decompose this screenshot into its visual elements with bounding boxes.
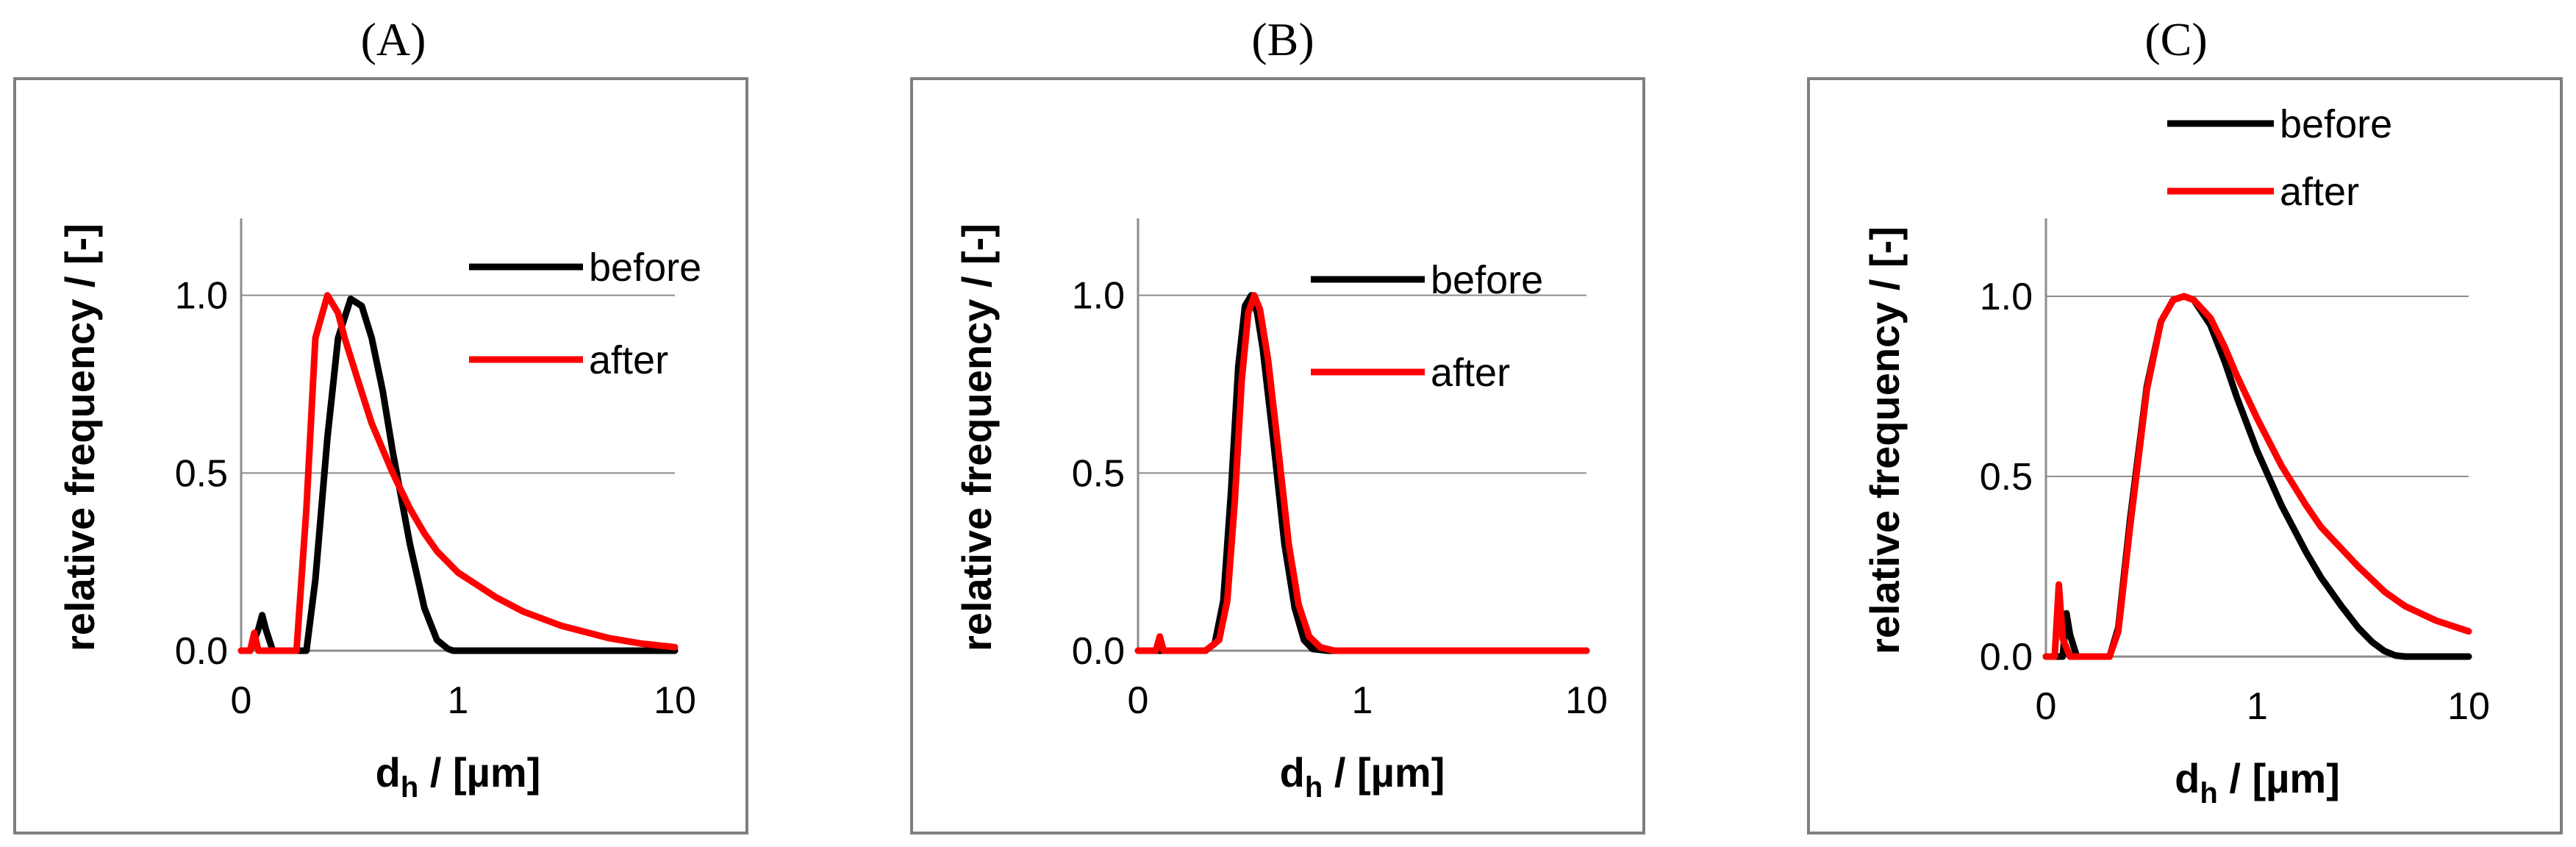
y-tick-label: 0.0 [1980, 636, 2033, 679]
x-axis-title: dh / [µm] [1280, 749, 1445, 804]
x-tick-label: 0 [2036, 685, 2057, 728]
chart-frame-a [13, 77, 748, 835]
y-tick-label: 0.5 [175, 452, 228, 495]
series-line-after [1134, 292, 1590, 654]
legend-label-after: after [2280, 170, 2359, 214]
x-axis-title: dh / [µm] [2175, 755, 2340, 810]
y-tick-label: 0.5 [1072, 452, 1125, 495]
y-tick-label: 1.0 [175, 275, 228, 318]
y-tick-label: 0.0 [175, 630, 228, 673]
y-tick-label: 1.0 [1072, 275, 1125, 318]
x-tick-label: 10 [654, 679, 696, 722]
x-tick-label: 0 [231, 679, 252, 722]
y-tick-label: 0.0 [1072, 630, 1125, 673]
chart-a: 0.0 0.5 1.0 0 1 10 dh / [µm] relative frequency… [57, 218, 701, 804]
legend-label-before: before [589, 246, 701, 290]
series-line-before [1134, 292, 1590, 654]
series-line-after [237, 292, 679, 654]
x-tick-label: 10 [2447, 685, 2490, 728]
chart-frame-c [1807, 77, 2563, 835]
x-tick-label: 1 [1352, 679, 1373, 722]
legend-label-after: after [589, 338, 668, 382]
y-axis-title: relative frequency / [-] [57, 224, 103, 651]
x-axis-title: dh / [µm] [376, 749, 541, 804]
y-axis-title: relative frequency / [-] [954, 224, 1000, 651]
legend-label-after: after [1431, 351, 1510, 395]
y-tick-label: 0.5 [1980, 456, 2033, 498]
x-tick-label: 10 [1565, 679, 1608, 722]
x-tick-label: 0 [1128, 679, 1149, 722]
series-line-before [237, 296, 679, 654]
series-line-after [2042, 293, 2472, 660]
x-tick-label: 1 [448, 679, 469, 722]
legend-label-before: before [2280, 102, 2392, 146]
panel-title-a: (A) [360, 13, 426, 65]
y-axis-title: relative frequency / [-] [1861, 226, 1908, 654]
panel-title-b: (B) [1251, 13, 1314, 65]
y-tick-label: 1.0 [1980, 276, 2033, 318]
legend-label-before: before [1431, 258, 1543, 302]
panel-title-c: (C) [2144, 13, 2208, 65]
chart-b: 0.0 0.5 1.0 0 1 10 dh / [µm] relative frequency… [954, 218, 1608, 804]
chart-c: 0.0 0.5 1.0 0 1 10 dh / [µm] relative frequency… [1861, 102, 2490, 810]
x-tick-label: 1 [2247, 685, 2268, 728]
